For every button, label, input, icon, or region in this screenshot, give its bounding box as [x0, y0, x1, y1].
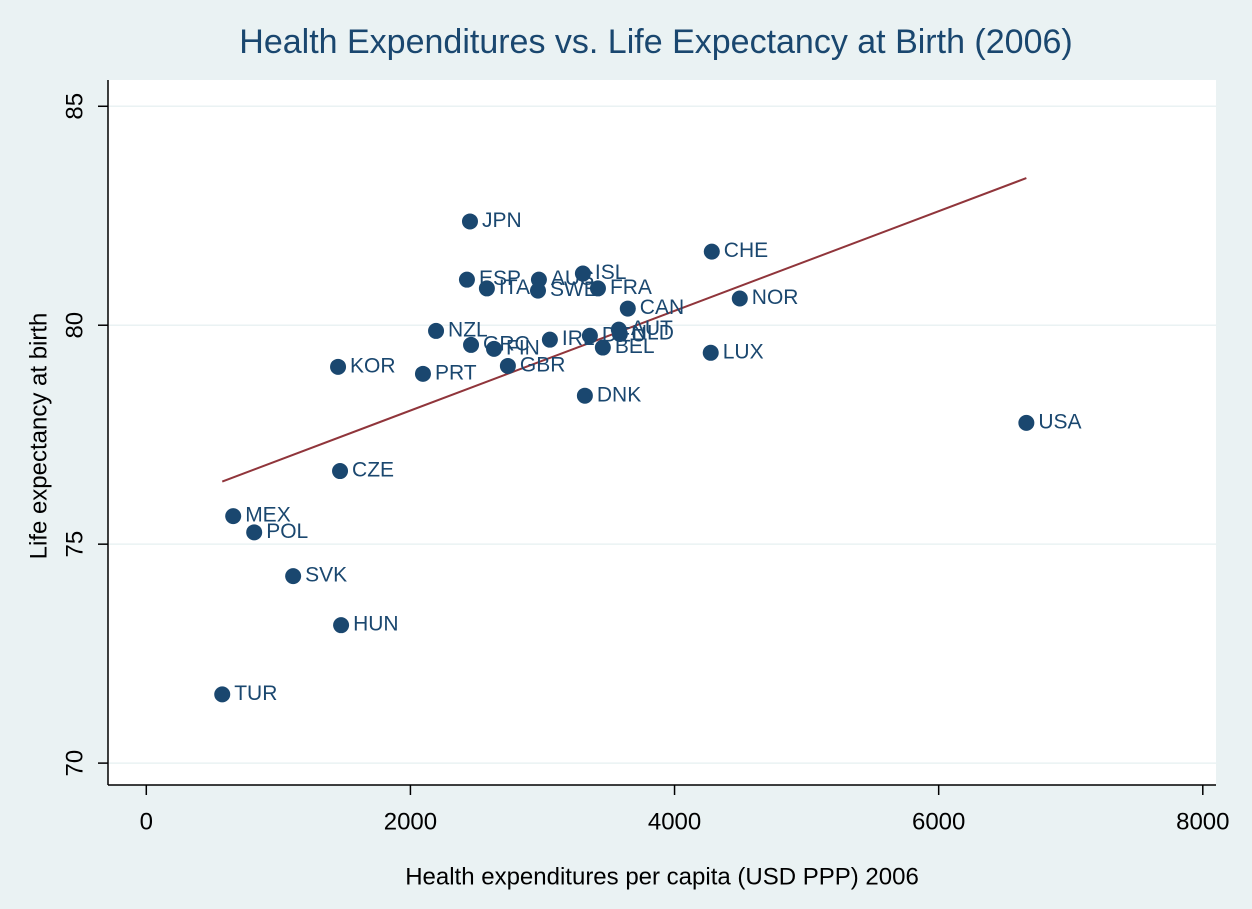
point-label: CAN: [640, 296, 684, 319]
point-label: JPN: [482, 209, 522, 232]
x-tick-label: 6000: [912, 808, 965, 835]
x-tick-label: 2000: [384, 808, 437, 835]
point: [703, 243, 720, 260]
point: [499, 357, 516, 374]
point: [619, 300, 636, 317]
point-label: CZE: [352, 459, 394, 482]
point: [414, 365, 431, 382]
y-axis-label: Life expectancy at birth: [25, 313, 52, 560]
point-label: KOR: [350, 354, 396, 377]
point: [458, 271, 475, 288]
point-label: POL: [266, 520, 308, 543]
point: [576, 387, 593, 404]
point-label: USA: [1038, 410, 1081, 433]
point: [428, 322, 445, 339]
y-tick-label: 85: [61, 93, 88, 120]
point-label: NLD: [632, 322, 674, 345]
point-label: NZL: [448, 318, 488, 341]
point: [1018, 414, 1035, 431]
point: [225, 508, 242, 525]
point: [486, 340, 503, 357]
point-label: GBR: [520, 353, 566, 376]
point-label: ITA: [499, 276, 530, 299]
point-label: PRT: [435, 361, 477, 384]
y-tick-label: 70: [61, 750, 88, 777]
point: [574, 265, 591, 282]
point: [332, 463, 349, 480]
point: [285, 568, 302, 585]
point-label: ISL: [595, 261, 627, 284]
point-label: BEL: [615, 335, 655, 358]
point: [610, 321, 627, 338]
point-label: NOR: [752, 286, 799, 309]
point-label: HUN: [353, 613, 399, 636]
point-label: FRA: [610, 276, 652, 299]
point: [529, 282, 546, 299]
point: [581, 327, 598, 344]
point: [461, 213, 478, 230]
point: [330, 358, 347, 375]
point-label: CHE: [724, 239, 768, 262]
point: [731, 290, 748, 307]
y-tick-label: 75: [61, 531, 88, 558]
plot-area: [108, 80, 1216, 785]
point: [463, 336, 480, 353]
point: [333, 617, 350, 634]
chart-title: Health Expenditures vs. Life Expectancy …: [239, 23, 1072, 61]
x-tick-label: 8000: [1176, 808, 1229, 835]
point: [594, 339, 611, 356]
point-label: DNK: [597, 383, 641, 406]
point-label: TUR: [234, 682, 277, 705]
point: [702, 344, 719, 361]
point: [478, 280, 495, 297]
point: [214, 686, 231, 703]
point-label: AUT: [631, 317, 673, 340]
point-label: LUX: [723, 340, 764, 363]
y-tick-label: 80: [61, 312, 88, 339]
point: [589, 280, 606, 297]
x-tick-label: 0: [140, 808, 153, 835]
point-label: SVK: [305, 564, 347, 587]
x-tick-label: 4000: [648, 808, 701, 835]
point-label: MEX: [245, 504, 291, 527]
point: [541, 331, 558, 348]
point-label: SWE: [550, 278, 598, 301]
point: [246, 524, 263, 541]
x-axis-label: Health expenditures per capita (USD PPP)…: [405, 863, 919, 890]
point-label: FIN: [506, 336, 540, 359]
